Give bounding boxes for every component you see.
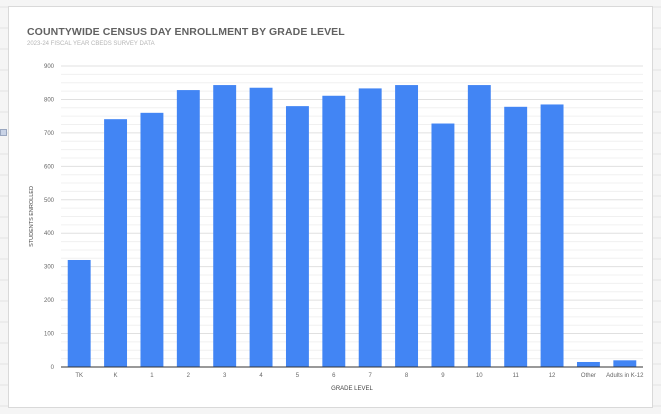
y-tick-label: 500 xyxy=(44,198,55,204)
y-tick-label: 700 xyxy=(44,131,55,137)
y-axis-ticks: 0 100 200 300 400 500 600 700 800 900 xyxy=(44,64,55,371)
x-tick-label: 6 xyxy=(332,373,336,379)
x-tick-label: 1 xyxy=(150,373,154,379)
x-tick-label: 10 xyxy=(476,373,483,379)
y-tick-label: 100 xyxy=(44,332,55,338)
x-tick-label: Other xyxy=(581,373,596,379)
bar-6[interactable] xyxy=(322,95,346,367)
x-tick-label: 3 xyxy=(223,373,227,379)
chart-card[interactable]: COUNTYWIDE CENSUS DAY ENROLLMENT BY GRAD… xyxy=(8,6,653,408)
y-tick-label: 900 xyxy=(44,64,55,70)
bar-9[interactable] xyxy=(431,123,455,367)
x-tick-label: 5 xyxy=(296,373,300,379)
x-tick-label: K xyxy=(114,373,118,379)
x-tick-label: 12 xyxy=(549,373,556,379)
bar-4[interactable] xyxy=(249,87,273,367)
bar-2[interactable] xyxy=(176,90,200,367)
chart-subtitle: 2023-24 FISCAL YEAR CBEDS SURVEY DATA xyxy=(27,41,155,47)
bar-10[interactable] xyxy=(467,85,491,368)
x-tick-label: 11 xyxy=(513,373,520,379)
selected-row-marker xyxy=(0,129,7,136)
bar-tk[interactable] xyxy=(67,259,91,367)
x-tick-label: 7 xyxy=(369,373,373,379)
bar-adults-in-k-12[interactable] xyxy=(613,360,637,367)
bar-11[interactable] xyxy=(504,106,528,368)
y-tick-label: 400 xyxy=(44,231,55,237)
bar-7[interactable] xyxy=(358,88,382,367)
chart-title: COUNTYWIDE CENSUS DAY ENROLLMENT BY GRAD… xyxy=(27,26,345,38)
x-axis-ticks: TK K 1 2 3 4 5 6 7 8 9 10 11 12 Other Adults in K-12 xyxy=(75,373,644,379)
y-axis-label: STUDENTS ENROLLED xyxy=(29,186,35,247)
x-axis-label: GRADE LEVEL xyxy=(331,386,373,392)
bar-1[interactable] xyxy=(140,112,164,367)
bar-k[interactable] xyxy=(104,119,128,367)
x-tick-label: TK xyxy=(75,373,83,379)
bar-3[interactable] xyxy=(213,85,237,368)
y-tick-label: 600 xyxy=(44,164,55,170)
y-tick-label: 300 xyxy=(44,265,55,271)
bar-5[interactable] xyxy=(285,106,309,367)
y-tick-label: 200 xyxy=(44,298,55,304)
x-tick-label: 8 xyxy=(405,373,409,379)
bar-other[interactable] xyxy=(576,361,600,367)
x-tick-label: 2 xyxy=(187,373,191,379)
y-tick-label: 0 xyxy=(51,365,55,371)
x-tick-label: 9 xyxy=(441,373,445,379)
x-tick-label: 4 xyxy=(259,373,263,379)
bar-12[interactable] xyxy=(540,104,564,367)
x-tick-label: Adults in K-12 xyxy=(606,373,644,379)
bar-series xyxy=(67,85,637,368)
bar-8[interactable] xyxy=(395,85,419,368)
y-tick-label: 800 xyxy=(44,97,55,103)
